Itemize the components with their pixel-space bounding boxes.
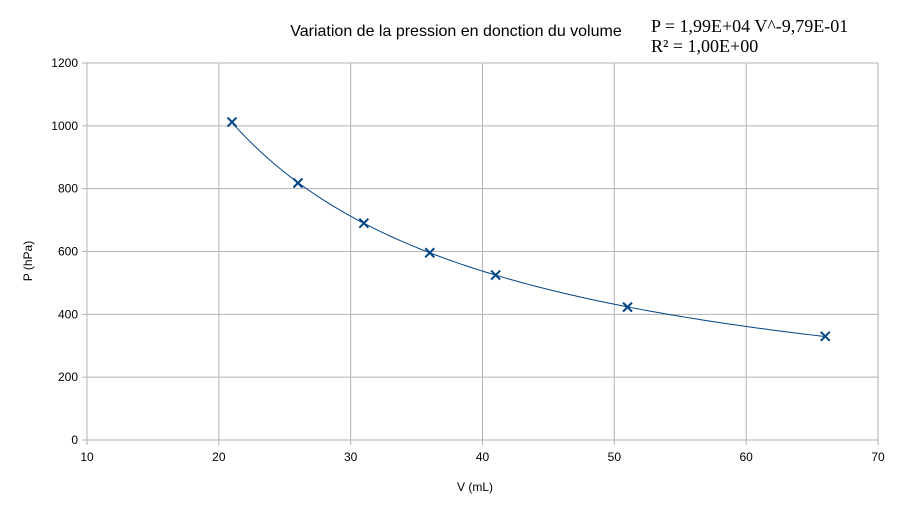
y-axis-title: P (hPa)	[21, 241, 35, 281]
data-point	[292, 177, 304, 189]
x-tick-label: 10	[80, 450, 94, 464]
axes	[82, 62, 879, 445]
chart-title: Variation de la pression en donction du …	[290, 23, 622, 40]
data-point-stroke	[292, 177, 304, 189]
x-tick-label: 70	[871, 450, 885, 464]
y-tick-label: 0	[71, 433, 78, 447]
x-tick-label: 30	[344, 450, 358, 464]
x-tick-label: 40	[476, 450, 490, 464]
y-tick-labels: 0 200 400 600 800 1000 1200	[51, 56, 78, 447]
trendline-r-squared: R² = 1,00E+00	[651, 36, 758, 56]
x-tick-label: 60	[739, 450, 753, 464]
data-point	[226, 116, 238, 128]
y-tick-label: 800	[58, 182, 78, 196]
x-tick-label: 50	[608, 450, 622, 464]
x-tick-labels: 10 20 30 40 50 60 70	[80, 450, 885, 464]
y-tick-label: 1000	[51, 119, 78, 133]
data-point-stroke	[820, 331, 831, 342]
data-point-stroke	[226, 116, 238, 128]
y-tick-label: 600	[58, 245, 78, 259]
y-tick-label: 200	[58, 370, 78, 384]
x-axis-title: V (mL)	[457, 480, 493, 494]
data-point	[424, 247, 435, 258]
y-tick-label: 400	[58, 307, 78, 321]
data-point	[820, 331, 831, 342]
x-tick-label: 20	[212, 450, 226, 464]
grid-lines	[87, 62, 879, 441]
data-point-stroke	[424, 247, 435, 258]
y-tick-label: 1200	[51, 56, 78, 70]
data-point	[622, 301, 633, 313]
data-point	[358, 218, 370, 229]
trendline-equation: P = 1,99E+04 V^-9,79E-01	[651, 16, 848, 36]
data-point	[490, 269, 501, 281]
trendline	[231, 122, 826, 338]
data-point-stroke	[490, 269, 501, 281]
data-points	[226, 116, 831, 342]
data-point-stroke	[622, 301, 633, 313]
trendline-group	[231, 122, 826, 338]
data-point-stroke	[358, 218, 370, 229]
